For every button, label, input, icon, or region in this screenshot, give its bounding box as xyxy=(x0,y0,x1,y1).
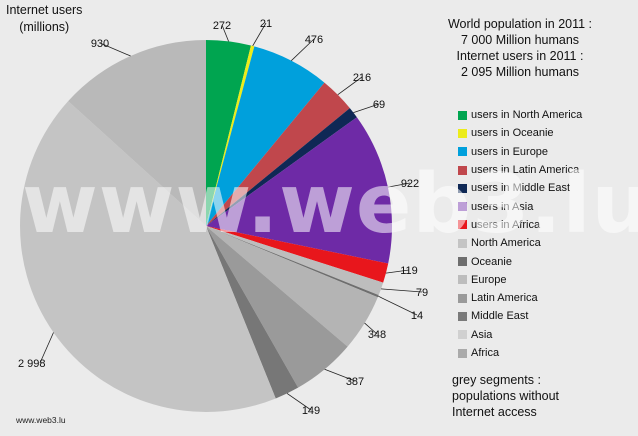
data-label: 922 xyxy=(401,178,419,190)
legend-swatch xyxy=(458,147,467,157)
leader-line xyxy=(364,322,378,335)
legend-item: Asia xyxy=(458,326,582,344)
legend-label: users in Middle East xyxy=(471,182,571,195)
leader-line xyxy=(380,288,423,293)
data-label: 149 xyxy=(302,405,320,417)
leader-line xyxy=(324,368,356,382)
pie-slice-users-in-oceanie xyxy=(206,45,255,226)
leader-line xyxy=(39,332,54,364)
data-label: 119 xyxy=(400,265,418,277)
legend-item: users in Middle East xyxy=(458,179,582,197)
legend-swatch xyxy=(458,330,467,340)
leader-line xyxy=(99,42,131,57)
legend-label: Latin America xyxy=(471,292,538,305)
legend-label: users in Africa xyxy=(471,218,541,231)
legend-label: users in Latin America xyxy=(471,164,580,177)
legend-item: users in Africa xyxy=(458,216,582,234)
pie-slice-latin-america xyxy=(206,226,378,347)
pie-slice-middle-east xyxy=(206,226,379,298)
data-label: 69 xyxy=(373,99,385,111)
legend-item: Middle East xyxy=(458,307,582,325)
legend-swatch xyxy=(458,220,467,230)
pie-slice-users-in-asia xyxy=(206,117,393,264)
legend-label: Middle East xyxy=(471,310,529,323)
info-line-4: 2 095 Million humans xyxy=(460,65,580,79)
pie-slice-africa xyxy=(206,226,384,296)
leader-line xyxy=(378,295,418,316)
pie-slice-users-in-africa xyxy=(206,226,389,283)
legend-label: users in Oceanie xyxy=(471,127,554,140)
pie-slice-asia xyxy=(20,101,276,412)
data-label: 14 xyxy=(411,310,423,322)
leader-line xyxy=(385,269,410,274)
source-credit: www.web3.lu xyxy=(16,415,66,425)
data-label: 21 xyxy=(260,18,272,30)
legend-label: Oceanie xyxy=(471,255,512,268)
legend-item: users in Oceanie xyxy=(458,124,582,142)
legend-item: Latin America xyxy=(458,289,582,307)
legend-label: Asia xyxy=(471,328,493,341)
legend-swatch xyxy=(458,110,467,120)
legend-swatch xyxy=(458,275,467,285)
legend-label: Europe xyxy=(471,273,507,286)
legend-swatch xyxy=(458,257,467,267)
legend-label: users in North America xyxy=(471,109,583,122)
data-label: 272 xyxy=(213,20,231,32)
legend-swatch xyxy=(458,238,467,248)
data-label: 348 xyxy=(368,329,386,341)
pie-slice-users-in-latin-america xyxy=(206,82,350,226)
leader-line xyxy=(221,24,229,42)
legend-item: Europe xyxy=(458,271,582,289)
leader-line xyxy=(387,182,411,188)
pie-slice-users-in-europe xyxy=(206,46,325,227)
legend-item: Oceanie xyxy=(458,252,582,270)
legend-swatch xyxy=(458,202,467,212)
info-line-2: 7 000 Million humans xyxy=(460,33,580,47)
legend-item: Africa xyxy=(458,344,582,362)
data-label: 216 xyxy=(353,72,371,84)
legend-label: users in Europe xyxy=(471,145,549,158)
data-label: 2 998 xyxy=(18,358,46,370)
population-info: World population in 2011 : 7 000 Million… xyxy=(420,16,620,80)
leader-line xyxy=(291,38,315,61)
info-line-1: World population in 2011 : xyxy=(447,17,593,31)
pie-slice-europe xyxy=(206,226,348,388)
pie-slice-north-america xyxy=(68,40,207,226)
leader-line xyxy=(252,22,267,47)
data-label: 930 xyxy=(91,38,109,50)
legend-swatch xyxy=(458,311,467,321)
legend-item: users in Latin America xyxy=(458,161,582,179)
data-label: 387 xyxy=(346,376,364,388)
legend-label: users in Asia xyxy=(471,200,534,213)
legend-swatch xyxy=(458,293,467,303)
leader-line xyxy=(337,76,363,96)
legend-swatch xyxy=(458,348,467,358)
chart-legend: users in North America users in Oceanie us… xyxy=(458,106,582,362)
legend-item: users in North America xyxy=(458,106,582,124)
pie-slice-users-in-north-america xyxy=(206,40,251,226)
leader-line xyxy=(286,393,312,411)
legend-swatch xyxy=(458,165,467,175)
legend-item: users in Asia xyxy=(458,197,582,215)
info-line-3: Internet users in 2011 : xyxy=(456,49,584,63)
legend-swatch xyxy=(458,183,467,193)
chart-y-label: Internet users (millions) xyxy=(6,3,83,34)
legend-swatch xyxy=(458,128,467,138)
data-label: 476 xyxy=(305,34,323,46)
legend-item: North America xyxy=(458,234,582,252)
legend-label: Africa xyxy=(471,347,500,359)
pie-slice-users-in-middle-east xyxy=(206,108,357,226)
legend-item: users in Europe xyxy=(458,143,582,161)
leader-line xyxy=(353,103,380,113)
data-label: 79 xyxy=(416,287,428,299)
legend-label: North America xyxy=(471,237,541,250)
grey-segments-note: grey segments : populations without Inte… xyxy=(452,373,560,419)
pie-slice-oceanie xyxy=(206,226,299,399)
